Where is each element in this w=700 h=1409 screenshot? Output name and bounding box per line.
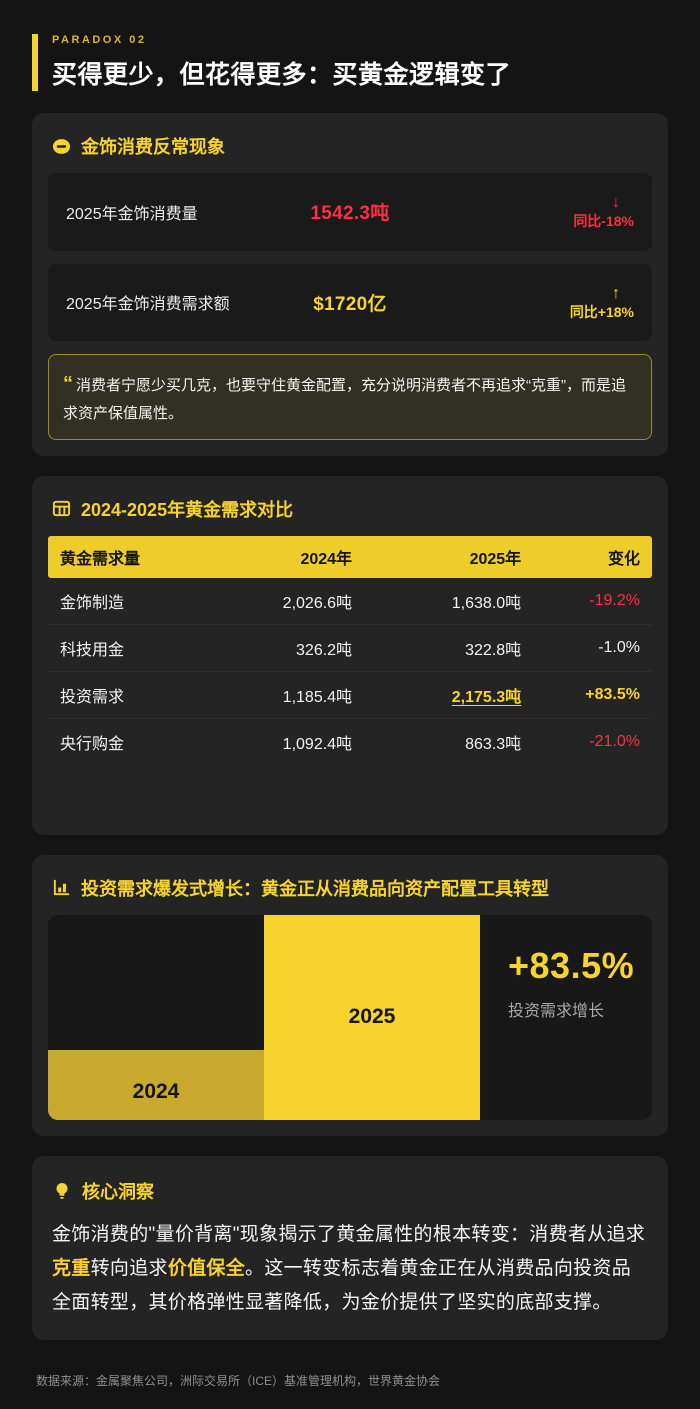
table-row: 金饰制造 2,026.6吨 1,638.0吨 -19.2% xyxy=(48,577,652,625)
growth-value: +83.5% xyxy=(508,944,635,986)
comparison-section-title: 2024-2025年黄金需求对比 xyxy=(52,496,648,522)
table-header-cell: 2025年 xyxy=(362,535,532,578)
anomaly-section-title: 金饰消费反常现象 xyxy=(52,133,648,159)
table-row: 投资需求 1,185.4吨 2,175.3吨 +83.5% xyxy=(48,671,652,719)
coin-icon xyxy=(52,137,71,156)
row-name: 央行购金 xyxy=(60,735,125,753)
bar-2025: 2025 xyxy=(264,914,480,1120)
stat-card-value: 2025年金饰消费需求额 $1720亿 ↑ 同比+18% xyxy=(48,263,652,341)
bar-2024: 2024 xyxy=(48,1049,264,1120)
row-change: +83.5% xyxy=(531,671,652,719)
bar-area: 2024 2025 xyxy=(48,914,480,1120)
insight-section-title: 核心洞察 xyxy=(52,1178,648,1204)
data-source: 数据来源：金属聚焦公司，洲际交易所（ICE）基准管理机构，世界黄金协会 xyxy=(36,1374,441,1389)
quote-block: “消费者宁愿少买几克，也要守住黄金配置，充分说明消费者不再追求“克重”，而是追求… xyxy=(48,354,652,440)
row-2025: 863.3吨 xyxy=(465,735,522,753)
row-name: 金饰制造 xyxy=(48,577,193,625)
growth-title-text: 投资需求爆发式增长：黄金正从消费品向资产配置工具转型 xyxy=(81,878,549,899)
arrow-down-icon: ↓ xyxy=(612,194,620,211)
insight-segment: 转向追求 xyxy=(90,1257,168,1279)
lightbulb-icon xyxy=(52,1181,72,1201)
quote-mark: “ xyxy=(63,373,73,395)
row-2024: 2,026.6吨 xyxy=(192,577,363,625)
stat-label: 2025年金饰消费量 xyxy=(66,205,198,223)
arrow-up-icon: ↑ xyxy=(612,284,621,302)
anomaly-title-text: 金饰消费反常现象 xyxy=(81,137,225,157)
row-change: -19.2% xyxy=(531,577,652,625)
table-header-cell: 黄金需求量 xyxy=(48,535,193,578)
growth-section-title: 投资需求爆发式增长：黄金正从消费品向资产配置工具转型 xyxy=(52,875,648,901)
row-2025: 1,638.0吨 xyxy=(362,577,532,625)
bar-chart: 2024 2025 +83.5% 投资需求增长 xyxy=(48,914,652,1120)
stat-value: $1720亿 xyxy=(313,293,387,315)
table-header-cell: 2024年 xyxy=(192,535,363,578)
comparison-section: 2024-2025年黄金需求对比 黄金需求量 2024年 2025年 变化 金饰… xyxy=(32,475,668,835)
stat-value: 1542.3吨 xyxy=(310,203,390,225)
delta-text: 同比+18% xyxy=(569,303,635,320)
row-2024: 1,092.4吨 xyxy=(282,735,353,753)
header: PARADOX 02 买得更少，但花得更多：买黄金逻辑变了 xyxy=(32,34,668,91)
growth-section: 投资需求爆发式增长：黄金正从消费品向资产配置工具转型 2024 2025 +83… xyxy=(32,854,668,1136)
comparison-title-text: 2024-2025年黄金需求对比 xyxy=(81,499,294,520)
table-row: 科技用金 326.2吨 322.8吨 -1.0% xyxy=(48,624,652,672)
stat-delta: ↓ 同比-18% xyxy=(390,193,634,231)
row-2024: 326.2吨 xyxy=(192,624,363,672)
row-change: -1.0% xyxy=(531,624,652,672)
table-icon xyxy=(52,499,71,518)
anomaly-section: 金饰消费反常现象 2025年金饰消费量 1542.3吨 ↓ 同比-18% 202… xyxy=(32,113,668,456)
delta-text: 同比-18% xyxy=(573,213,634,229)
stat-delta: ↑ 同比+18% xyxy=(387,284,634,322)
table-row: 央行购金 1,092.4吨 863.3吨 -21.0% xyxy=(48,718,652,765)
quote-text: 消费者宁愿少买几克，也要守住黄金配置，充分说明消费者不再追求“克重”，而是追求资… xyxy=(63,377,626,422)
insight-text: 金饰消费的"量价背离"现象揭示了黄金属性的根本转变：消费者从追求克重转向追求价值… xyxy=(52,1218,648,1321)
table-header-row: 黄金需求量 2024年 2025年 变化 xyxy=(48,535,652,578)
row-name: 投资需求 xyxy=(48,671,193,719)
page-title: 买得更少，但花得更多：买黄金逻辑变了 xyxy=(52,61,512,89)
chart-icon xyxy=(52,878,71,897)
stat-card-volume: 2025年金饰消费量 1542.3吨 ↓ 同比-18% xyxy=(48,173,652,251)
row-2025: 322.8吨 xyxy=(362,624,532,672)
demand-table: 黄金需求量 2024年 2025年 变化 金饰制造 2,026.6吨 1,638… xyxy=(48,535,652,765)
row-name: 科技用金 xyxy=(48,624,193,672)
stat-label: 2025年金饰消费需求额 xyxy=(66,296,230,314)
row-2024: 1,185.4吨 xyxy=(192,671,363,719)
row-change: -21.0% xyxy=(589,732,640,750)
insight-section: 核心洞察 金饰消费的"量价背离"现象揭示了黄金属性的根本转变：消费者从追求克重转… xyxy=(32,1155,668,1341)
growth-label: 投资需求增长 xyxy=(508,1002,605,1020)
insight-segment: 价值保全 xyxy=(167,1257,246,1279)
kicker-label: PARADOX 02 xyxy=(52,34,147,46)
bar-label-2025: 2025 xyxy=(348,1005,396,1028)
bar-label-2024: 2024 xyxy=(132,1079,180,1103)
chart-annotation: +83.5% 投资需求增长 xyxy=(480,915,652,1120)
insight-segment: 克重 xyxy=(52,1257,91,1279)
insight-segment: 金饰消费的"量价背离"现象揭示了黄金属性的根本转变：消费者从追求 xyxy=(52,1223,646,1245)
row-2025: 2,175.3吨 xyxy=(362,671,532,719)
insight-title-text: 核心洞察 xyxy=(82,1181,154,1202)
table-header-cell: 变化 xyxy=(531,535,652,578)
